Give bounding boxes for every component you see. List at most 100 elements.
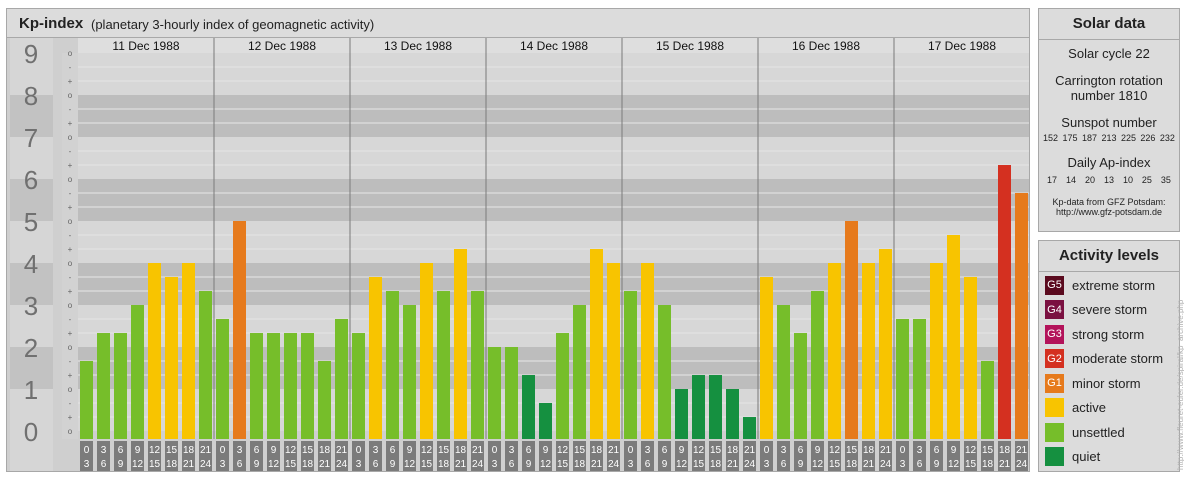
minor-tick-label: -	[69, 357, 72, 366]
hour-cell	[437, 441, 450, 471]
hour-end-label: 6	[509, 459, 515, 470]
hour-start-label: 12	[693, 445, 705, 456]
day-header-strip	[78, 38, 1029, 53]
hour-end-label: 3	[356, 459, 362, 470]
hour-start-label: 21	[472, 445, 484, 456]
legend-label: moderate storm	[1072, 351, 1164, 366]
hour-end-label: 6	[101, 459, 107, 470]
hour-cell	[233, 441, 246, 471]
hour-cell	[573, 441, 586, 471]
kp-bar	[165, 276, 178, 439]
minor-tick-label: o	[68, 91, 73, 100]
hour-end-label: 18	[166, 459, 178, 470]
hour-end-label: 9	[254, 459, 260, 470]
hour-cell	[522, 441, 535, 471]
hour-cell	[182, 441, 195, 471]
hour-cell	[947, 441, 960, 471]
hour-start-label: 0	[356, 445, 362, 456]
hour-cell	[828, 441, 841, 471]
hour-end-label: 6	[917, 459, 923, 470]
hour-cell	[726, 441, 739, 471]
solar-data-title: Solar data	[1039, 9, 1179, 40]
kp-bar	[369, 276, 382, 439]
hour-end-label: 15	[557, 459, 569, 470]
hour-cell	[981, 441, 994, 471]
ap-value: 10	[1122, 175, 1133, 185]
hour-start-label: 0	[764, 445, 770, 456]
hour-end-label: 9	[798, 459, 804, 470]
hour-end-label: 9	[934, 459, 940, 470]
kp-bar	[335, 318, 348, 439]
legend-swatch: G3	[1045, 324, 1064, 344]
sunspot-value: 226	[1140, 133, 1156, 143]
kp-bar	[182, 263, 195, 439]
day-label: 13 Dec 1988	[384, 39, 452, 53]
kp-bar	[641, 263, 654, 439]
hour-start-label: 3	[781, 445, 787, 456]
hour-cell	[488, 441, 501, 471]
hour-cell	[743, 441, 756, 471]
kp-bar	[1015, 192, 1028, 439]
source-label: Kp-data from GFZ Potsdam:	[1052, 197, 1166, 207]
hour-cell	[335, 441, 348, 471]
minor-tick-label: o	[68, 427, 73, 436]
legend-item: G3 strong storm	[1045, 324, 1144, 344]
kp-bar	[777, 305, 790, 439]
activity-levels-title: Activity levels	[1039, 241, 1179, 272]
hour-start-label: 21	[880, 445, 892, 456]
hour-end-label: 18	[982, 459, 994, 470]
y-tick-label: 2	[24, 333, 38, 363]
legend-label: extreme storm	[1072, 277, 1156, 293]
source-url: http://www.gfz-potsdam.de	[1055, 207, 1163, 217]
legend-item: G5 extreme storm	[1045, 275, 1155, 295]
hour-end-label: 12	[268, 459, 280, 470]
sunspot-value: 187	[1081, 133, 1097, 143]
kp-bar	[760, 276, 773, 439]
minor-tick-label: -	[69, 63, 72, 72]
kp-label-band	[10, 347, 53, 389]
hour-cell	[675, 441, 688, 471]
hour-cell	[165, 441, 178, 471]
hour-end-label: 24	[1016, 459, 1028, 470]
activity-levels-panel: Activity levels G5 extreme storm G4 severe …	[1038, 240, 1180, 472]
kp-bar	[114, 333, 127, 439]
hour-start-label: 12	[285, 445, 297, 456]
solar-data-panel: Solar data Solar cycle 22 Carrington rot…	[1038, 8, 1180, 232]
ap-value: 17	[1047, 175, 1058, 185]
sunspot-value: 232	[1159, 133, 1175, 143]
hour-start-label: 0	[84, 445, 90, 456]
hour-start-label: 21	[336, 445, 348, 456]
legend-item: unsettled	[1045, 422, 1125, 442]
hour-start-label: 15	[302, 445, 314, 456]
hour-cell	[845, 441, 858, 471]
hour-cell	[896, 441, 909, 471]
minor-tick-label: +	[68, 245, 73, 254]
kp-bar	[267, 333, 280, 439]
kp-bar	[539, 402, 552, 439]
kp-chart-panel: Kp-index (planetary 3-hourly index of ge…	[6, 8, 1030, 472]
legend-swatch: G5	[1045, 275, 1064, 295]
chart-subtitle: (planetary 3-hourly index of geomagnetic…	[91, 17, 375, 32]
hour-cell	[658, 441, 671, 471]
minor-tick-label: -	[69, 399, 72, 408]
kp-label-band	[10, 263, 53, 305]
hour-cell	[352, 441, 365, 471]
hour-end-label: 21	[863, 459, 875, 470]
kp-band	[78, 53, 1029, 95]
hour-start-label: 18	[183, 445, 195, 456]
hour-start-label: 12	[149, 445, 161, 456]
hour-end-label: 12	[132, 459, 144, 470]
hour-start-label: 9	[407, 445, 413, 456]
hour-end-label: 3	[220, 459, 226, 470]
minor-tick-label: +	[68, 329, 73, 338]
hour-start-label: 18	[591, 445, 603, 456]
hour-cell	[250, 441, 263, 471]
hour-start-label: 18	[999, 445, 1011, 456]
sunspot-label: Sunspot number	[1061, 115, 1157, 130]
hour-end-label: 6	[373, 459, 379, 470]
hour-end-label: 9	[662, 459, 668, 470]
hour-end-label: 24	[880, 459, 892, 470]
legend-swatch	[1045, 398, 1064, 417]
hour-start-label: 9	[135, 445, 141, 456]
hour-cell	[539, 441, 552, 471]
